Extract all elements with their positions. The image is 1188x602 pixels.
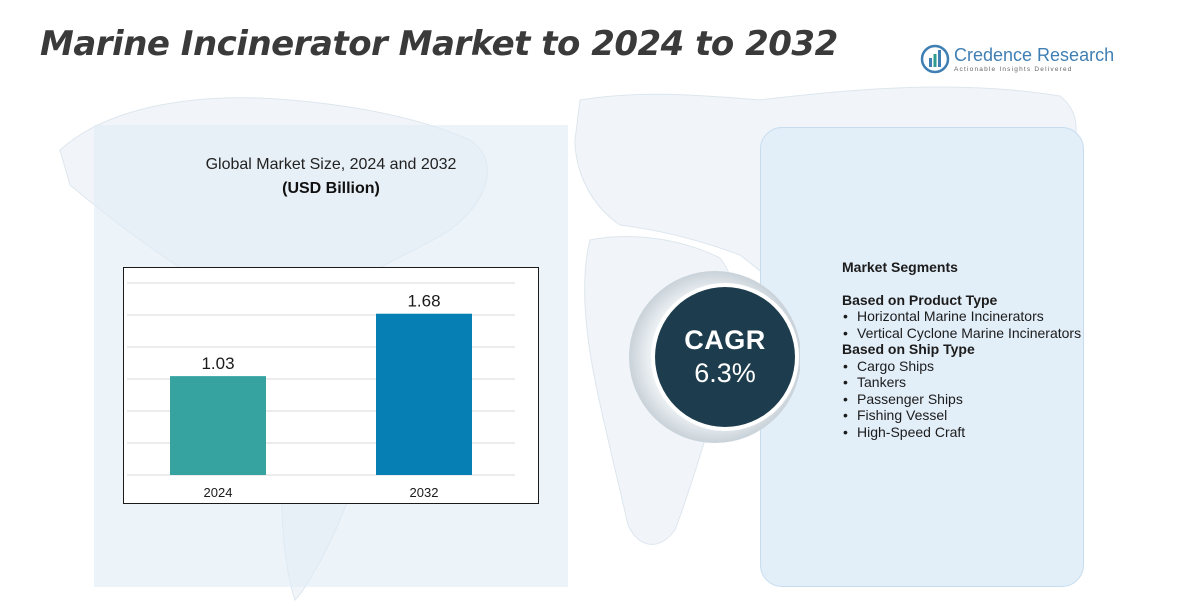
market-segments: Market Segments Based on Product Type Ho… xyxy=(842,259,1082,440)
segment-item: Cargo Ships xyxy=(842,358,1082,375)
bar-2032 xyxy=(376,313,472,475)
x-tick-label: 2024 xyxy=(204,485,233,500)
segment-item: Vertical Cyclone Marine Incinerators xyxy=(842,325,1082,342)
segment-item: Horizontal Marine Incinerators xyxy=(842,308,1082,325)
segment-item: Fishing Vessel xyxy=(842,407,1082,424)
chart-title: Global Market Size, 2024 and 2032 xyxy=(205,156,457,173)
cagr-label: CAGR xyxy=(684,325,766,355)
brand-name: Credence Research xyxy=(954,45,1115,65)
cagr-value: 6.3% xyxy=(694,358,756,388)
x-tick-label: 2032 xyxy=(410,485,439,500)
page-title: Marine Incinerator Market to 2024 to 203… xyxy=(40,24,838,64)
cagr-circle xyxy=(655,287,795,427)
cagr-badge xyxy=(629,271,800,443)
chart-unit: (USD Billion) xyxy=(282,180,380,197)
segment-group-title: Based on Product Type xyxy=(842,291,998,308)
segments-heading: Market Segments xyxy=(842,259,958,275)
brand-tagline: Actionable Insights Delivered xyxy=(954,66,1073,73)
market-size-bar-chart: 1.03 2024 1.68 2032 xyxy=(123,267,539,504)
brand-logo[interactable]: Credence Research Actionable Insights De… xyxy=(920,44,1114,78)
segment-list: Cargo Ships Tankers Passenger Ships Fish… xyxy=(842,358,1082,441)
bar-value-label: 1.68 xyxy=(407,292,440,311)
segment-item: Passenger Ships xyxy=(842,391,1082,408)
segment-group-ship-type: Based on Ship Type Cargo Ships Tankers P… xyxy=(842,341,1082,440)
segment-group-title: Based on Ship Type xyxy=(842,341,975,357)
segment-group-product-type: Based on Product Type Horizontal Marine … xyxy=(842,292,1082,342)
bar-2024 xyxy=(170,376,266,475)
bar-chart-circle-icon xyxy=(920,44,950,74)
bar-value-label: 1.03 xyxy=(201,354,234,373)
segment-item: High-Speed Craft xyxy=(842,424,1082,441)
segment-list: Horizontal Marine Incinerators Vertical … xyxy=(842,308,1082,341)
segment-item: Tankers xyxy=(842,374,1082,391)
